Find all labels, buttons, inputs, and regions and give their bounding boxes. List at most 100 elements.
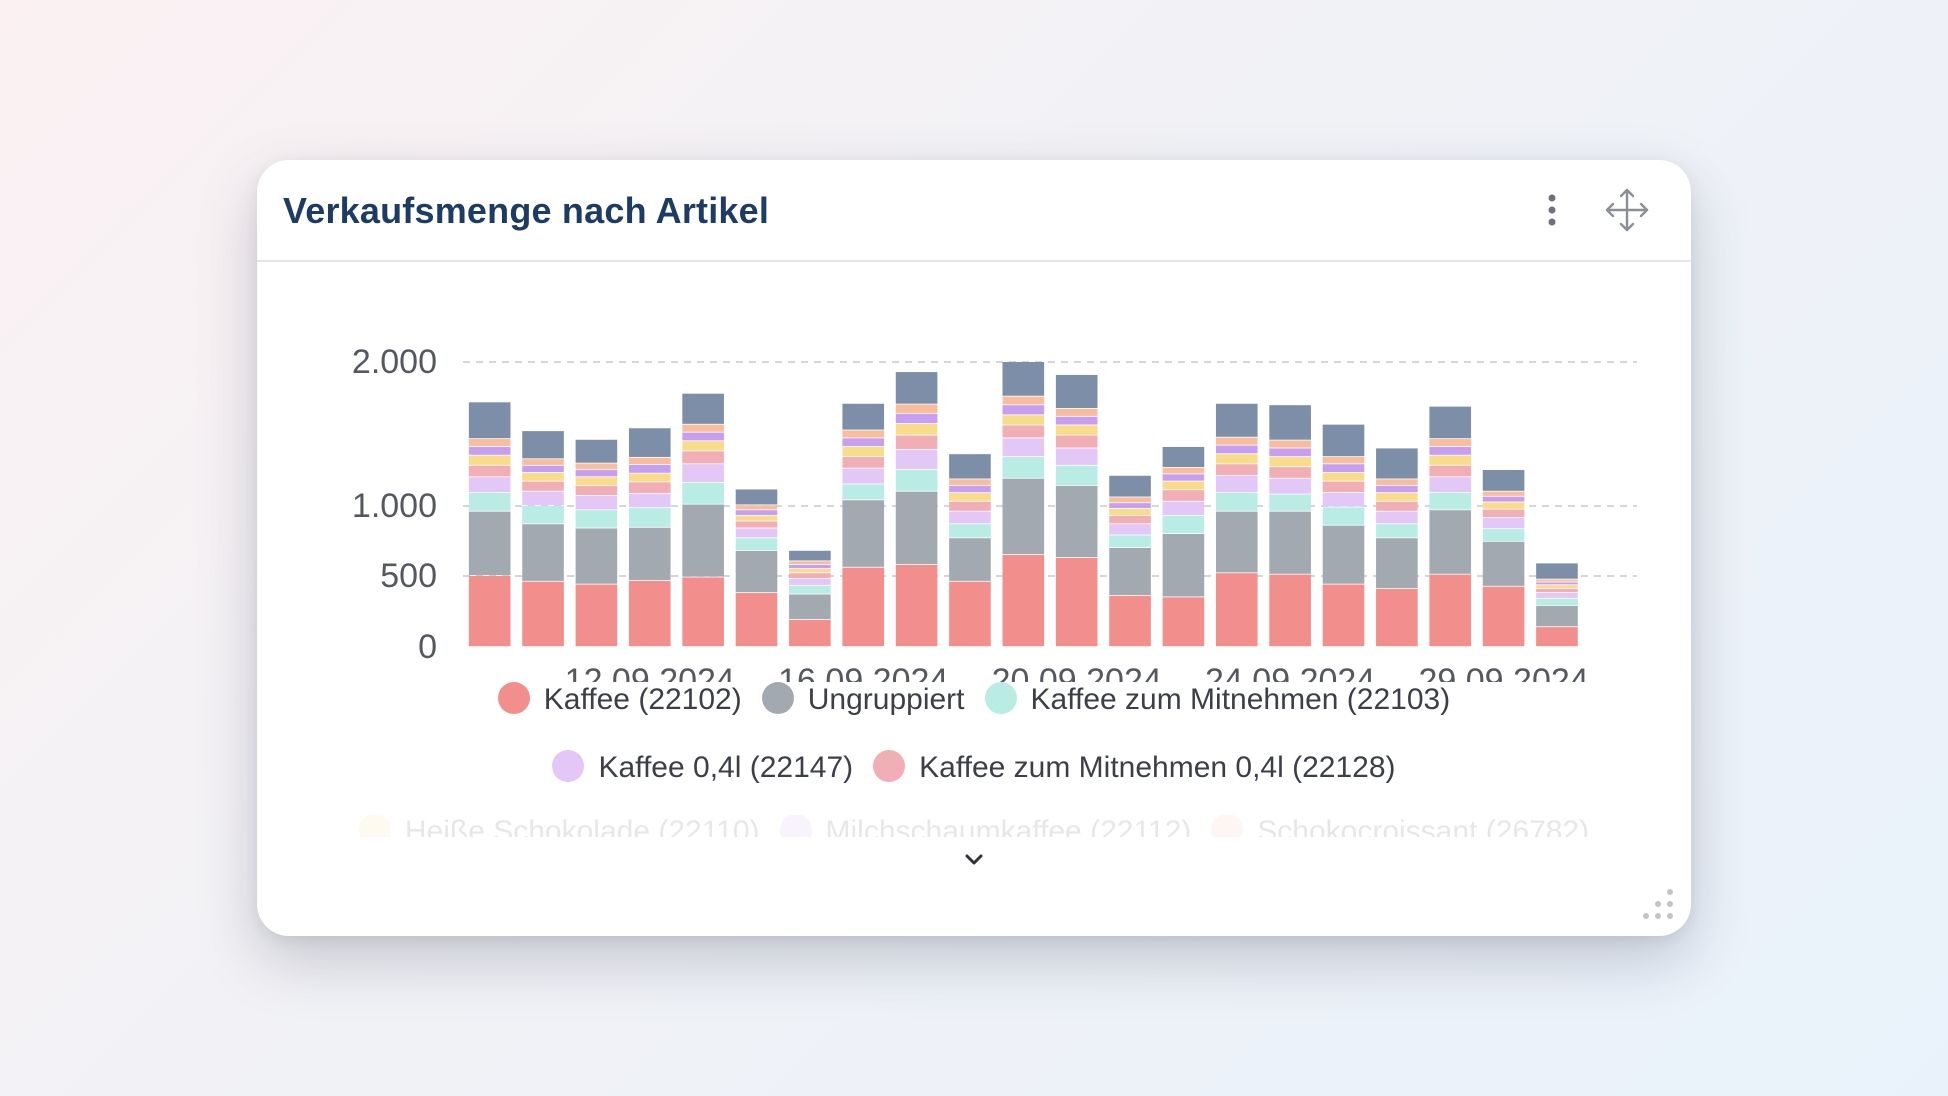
bar-segment — [1109, 548, 1151, 596]
legend-swatch — [873, 750, 906, 783]
bar-segment — [1482, 541, 1525, 586]
legend-item[interactable]: Kaffee 0,4l (22147) — [552, 750, 854, 785]
bar-segment — [735, 515, 778, 521]
bar-segment — [949, 581, 991, 647]
bar-segment — [628, 493, 671, 508]
bar-segment — [628, 508, 671, 527]
legend-item[interactable]: Schokocroissant (26782) — [1211, 815, 1589, 837]
bar-segment — [1269, 467, 1311, 478]
bar-segment — [522, 524, 564, 581]
legend-item[interactable]: Milchschaumkaffee (22112) — [779, 815, 1192, 837]
bar-segment — [575, 477, 618, 486]
bar-segment — [1215, 437, 1258, 445]
bar-segment — [895, 449, 938, 470]
legend-label: Kaffee zum Mitnehmen 0,4l (22128) — [919, 751, 1396, 784]
legend-item[interactable]: Kaffee (22102) — [497, 682, 742, 717]
sales-widget-card: Verkaufsmenge nach Artikel 0 500 1.000 2.00… — [257, 160, 1691, 936]
bar-segment — [895, 491, 938, 564]
legend-label: Milchschaumkaffee (22112) — [825, 815, 1192, 837]
bar-segment — [1429, 439, 1472, 447]
bar-segment — [468, 576, 511, 647]
legend-swatch — [779, 815, 812, 837]
legend-item[interactable]: Kaffee zum Mitnehmen (22103) — [984, 682, 1450, 717]
bar-segment — [1376, 501, 1418, 511]
bar-segment — [1215, 403, 1258, 437]
bar-segment — [1055, 557, 1098, 647]
bar-segment — [575, 584, 618, 647]
bar-segment — [735, 505, 778, 510]
legend-item[interactable]: Kaffee zum Mitnehmen 0,4l (22128) — [873, 750, 1396, 785]
bar-segment — [735, 528, 778, 538]
bar-segment — [1536, 598, 1578, 606]
bar-segment — [1215, 511, 1258, 573]
legend-swatch — [497, 682, 530, 715]
x-tick-label: 24.09.2024 — [1205, 662, 1375, 682]
legend-row-2: Kaffee 0,4l (22147) Kaffee zum Mitnehmen … — [257, 750, 1691, 785]
bar-segment — [949, 454, 991, 479]
bar-segment — [895, 435, 938, 450]
bar-segment — [1109, 508, 1151, 515]
bar-segment — [522, 491, 564, 506]
bar-segment — [575, 463, 618, 470]
bar-stack — [842, 403, 885, 647]
legend-label: Kaffee 0,4l (22147) — [598, 751, 854, 784]
move-arrows-icon[interactable] — [1603, 186, 1651, 234]
bar-segment — [1376, 479, 1418, 486]
bar-segment — [1269, 478, 1311, 494]
bar-segment — [735, 538, 778, 550]
bar-segment — [682, 432, 724, 441]
bar-segment — [468, 511, 511, 576]
stacked-bar-chart: 0 500 1.000 2.000 12.09.2024 16.09.2024 20.09.… — [352, 343, 1637, 682]
bar-segment — [682, 482, 724, 504]
bar-segment — [842, 403, 885, 430]
bar-segment — [895, 423, 938, 435]
bar-stack — [1109, 475, 1151, 647]
bar-segment — [1376, 448, 1418, 479]
bar-segment — [522, 472, 564, 481]
bar-segment — [1055, 435, 1098, 448]
bar-segment — [628, 527, 671, 581]
bar-segment — [1376, 485, 1418, 493]
bar-segment — [842, 567, 885, 647]
x-tick-label: 16.09.2024 — [778, 662, 948, 682]
bar-segment — [1429, 446, 1472, 455]
bar-segment — [949, 479, 991, 486]
legend-item[interactable]: Ungruppiert — [761, 682, 965, 717]
bar-stack — [1482, 470, 1525, 647]
bar-segment — [1109, 497, 1151, 503]
bar-segment — [842, 468, 885, 484]
bar-segment — [575, 470, 618, 477]
bar-segment — [1536, 563, 1578, 579]
bar-segment — [1536, 627, 1578, 647]
bar-segment — [1055, 448, 1098, 465]
bar-segment — [1536, 593, 1578, 598]
bar-segment — [1162, 481, 1205, 490]
bar-segment — [682, 577, 724, 647]
bar-segment — [1322, 464, 1365, 473]
bar-segment — [1269, 440, 1311, 448]
bar-segment — [735, 550, 778, 593]
bar-segment — [1376, 538, 1418, 588]
bar-stack — [1002, 362, 1045, 647]
bar-segment — [949, 485, 991, 493]
bar-stack — [1322, 424, 1365, 647]
bar-segment — [895, 404, 938, 414]
bar-segment — [895, 470, 938, 491]
bar-segment — [1002, 478, 1045, 555]
bar-segment — [468, 477, 511, 493]
resize-grip-icon[interactable] — [1640, 886, 1676, 922]
bar-segment — [1376, 493, 1418, 501]
chevron-down-icon[interactable] — [957, 848, 991, 872]
bar-segment — [895, 413, 938, 424]
bar-segment — [895, 564, 938, 647]
bar-segment — [1002, 415, 1045, 425]
bar-segment — [1429, 477, 1472, 493]
bar-segment — [949, 501, 991, 511]
more-vertical-icon[interactable] — [1539, 188, 1565, 232]
bar-segment — [575, 510, 618, 528]
legend-item[interactable]: Heiße Schokolade (22110) — [358, 815, 760, 837]
bar-segment — [735, 593, 778, 647]
bar-segment — [789, 585, 831, 594]
bar-segment — [895, 372, 938, 404]
bar-segment — [1429, 455, 1472, 465]
